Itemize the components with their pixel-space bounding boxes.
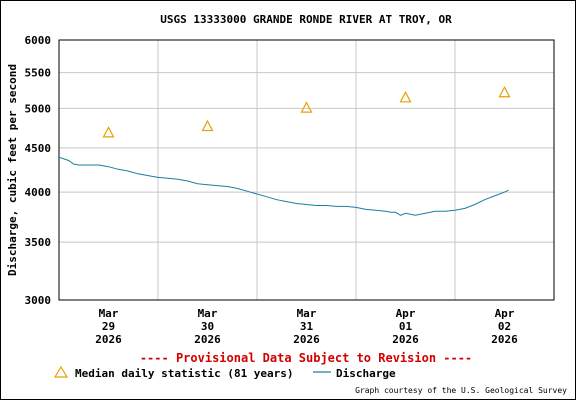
median-point [102,126,115,138]
x-tick-date: 29 [102,320,115,333]
y-tick-label: 5000 [25,102,52,115]
x-tick-year: 2026 [392,333,419,346]
y-tick-label: 4000 [25,186,52,199]
legend-median-marker [53,365,69,378]
legend-discharge-label: Discharge [336,367,396,380]
discharge-series [58,156,509,216]
x-tick-month: Apr [396,307,416,320]
x-tick-year: 2026 [491,333,518,346]
x-tick-month: Mar [99,307,119,320]
discharge-line [58,156,509,216]
x-tick-date: 31 [300,320,314,333]
median-point [201,119,214,132]
median-point [300,101,313,113]
y-tick-label: 4500 [25,142,52,155]
x-tick-date: 30 [201,320,214,333]
x-tick-date: 02 [498,320,511,333]
grid [59,40,554,300]
median-series [102,85,511,138]
plot-area [58,39,555,301]
y-tick-label: 3000 [25,294,52,307]
x-tick-month: Mar [297,307,317,320]
x-tick-year: 2026 [95,333,122,346]
x-tick-month: Mar [198,307,218,320]
x-tick-date: 01 [399,320,413,333]
x-axis: Mar292026Mar302026Mar312026Apr012026Apr0… [95,307,518,346]
credit-text: Graph courtesy of the U.S. Geological Su… [355,386,567,395]
median-point [399,91,412,103]
y-axis: 3000 3500 4000 4500 5000 5500 6000 [25,34,52,307]
y-tick-label: 3500 [25,236,52,249]
x-tick-year: 2026 [293,333,320,346]
chart-title: USGS 13333000 GRANDE RONDE RIVER AT TROY… [160,13,452,26]
x-tick-year: 2026 [194,333,221,346]
legend: Median daily statistic (81 years) Discha… [53,365,396,380]
median-point [498,85,511,98]
x-tick-month: Apr [495,307,515,320]
provisional-note: ---- Provisional Data Subject to Revisio… [140,351,472,365]
legend-median-label: Median daily statistic (81 years) [75,367,294,380]
y-axis-label: Discharge, cubic feet per second [6,64,19,276]
y-tick-label: 6000 [25,34,52,47]
y-tick-label: 5500 [25,67,52,80]
